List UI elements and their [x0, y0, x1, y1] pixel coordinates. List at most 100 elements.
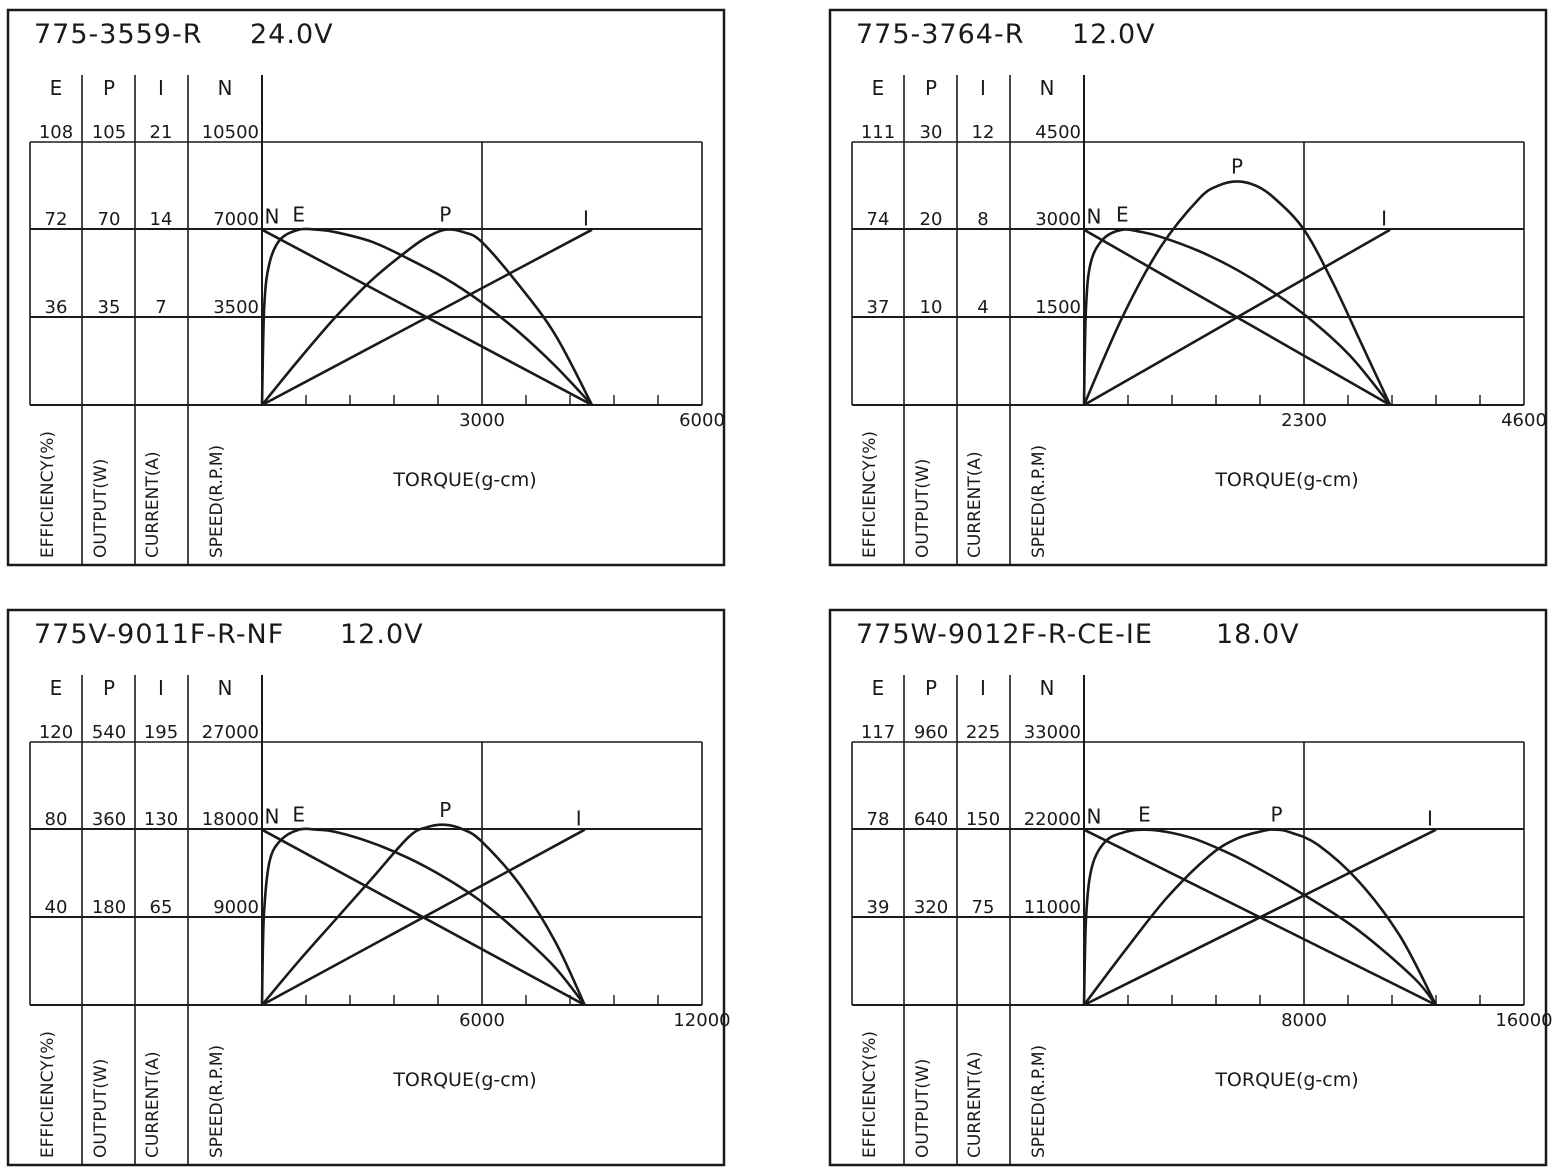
chart-voltage: 12.0V [1072, 19, 1156, 50]
column-value: 7 [155, 297, 166, 318]
column-head: P [925, 76, 937, 100]
column-head: E [50, 676, 63, 700]
series-e-label: E [1116, 203, 1129, 227]
column-unit-label: CURRENT(A) [965, 1051, 985, 1158]
column-value: 27000 [202, 722, 259, 743]
column-value: 20 [920, 209, 943, 230]
column-value: 3500 [213, 297, 259, 318]
series-i-curve [1083, 828, 1437, 1007]
x-tick-label: 6000 [679, 410, 725, 431]
column-value: 65 [150, 897, 173, 918]
column-value: 4500 [1035, 122, 1081, 143]
series-p-curve [261, 823, 586, 1006]
column-head: P [103, 76, 115, 100]
chart-voltage: 24.0V [250, 19, 334, 50]
series-n-label: N [265, 805, 280, 829]
series-n-label: N [1087, 805, 1102, 829]
series-i-curve [261, 228, 593, 407]
column-head: P [103, 676, 115, 700]
series-i-label: I [576, 807, 582, 831]
column-value: 195 [144, 722, 178, 743]
column-value: 3000 [1035, 209, 1081, 230]
motor-chart-panel: 775W-9012F-R-CE-IE 18.0V 8000 16000 TORQUE(g… [828, 608, 1553, 1167]
column-unit-label: EFFICIENCY(%) [38, 431, 58, 558]
column-head: N [218, 676, 233, 700]
series-i-curve [1083, 228, 1391, 407]
column-unit-label: CURRENT(A) [143, 1051, 163, 1158]
column-value: 1500 [1035, 297, 1081, 318]
series-e-label: E [292, 803, 305, 827]
x-axis-label: TORQUE(g-cm) [392, 469, 536, 491]
x-axis-label: TORQUE(g-cm) [1214, 1069, 1358, 1091]
series-p-label: P [439, 798, 451, 822]
column-value: 30 [920, 122, 943, 143]
column-unit-label: CURRENT(A) [965, 451, 985, 558]
column-value: 33000 [1024, 722, 1081, 743]
column-unit-label: OUTPUT(W) [91, 1059, 111, 1158]
column-value: 150 [966, 809, 1000, 830]
series-i-label: I [1427, 807, 1433, 831]
column-head: P [925, 676, 937, 700]
column-head: N [1040, 76, 1055, 100]
motor-chart-panel: 775-3559-R 24.0V 3000 6000 TORQUE(g-cm) E 108 7… [6, 8, 726, 567]
column-value: 540 [92, 722, 126, 743]
column-unit-label: SPEED(R.P.M) [1029, 1045, 1049, 1158]
series-e-label: E [292, 203, 305, 227]
column-value: 74 [867, 209, 890, 230]
column-head: I [980, 76, 986, 100]
chart-voltage: 12.0V [340, 619, 424, 650]
column-head: E [872, 76, 885, 100]
panel-frame [828, 8, 1548, 567]
column-value: 108 [39, 122, 73, 143]
column-value: 360 [92, 809, 126, 830]
column-value: 4 [977, 297, 988, 318]
panel-frame [6, 608, 726, 1167]
chart-voltage: 18.0V [1216, 619, 1300, 650]
x-tick-label: 6000 [459, 1010, 505, 1031]
series-i-label: I [1381, 207, 1387, 231]
column-value: 18000 [202, 809, 259, 830]
column-unit-label: OUTPUT(W) [913, 1059, 933, 1158]
column-value: 10 [920, 297, 943, 318]
column-value: 39 [867, 897, 890, 918]
series-e-curve [260, 227, 593, 406]
column-unit-label: EFFICIENCY(%) [38, 1031, 58, 1158]
column-head: I [158, 676, 164, 700]
column-value: 21 [150, 122, 173, 143]
column-value: 12 [972, 122, 995, 143]
series-n-label: N [1087, 205, 1102, 229]
series-p-curve [1082, 180, 1392, 406]
column-unit-label: EFFICIENCY(%) [860, 431, 880, 558]
column-value: 7000 [213, 209, 259, 230]
column-value: 320 [914, 897, 948, 918]
series-e-curve [260, 827, 586, 1006]
column-head: I [980, 676, 986, 700]
column-value: 130 [144, 809, 178, 830]
column-value: 10500 [202, 122, 259, 143]
column-unit-label: OUTPUT(W) [91, 459, 111, 558]
column-unit-label: CURRENT(A) [143, 451, 163, 558]
x-tick-label: 16000 [1495, 1010, 1552, 1031]
x-tick-label: 4600 [1501, 410, 1547, 431]
column-value: 11000 [1024, 897, 1081, 918]
column-value: 9000 [213, 897, 259, 918]
chart-title: 775V-9011F-R-NF [34, 619, 284, 650]
column-value: 72 [45, 209, 68, 230]
series-i-curve [261, 828, 586, 1007]
series-e-curve [1082, 828, 1438, 1006]
column-unit-label: EFFICIENCY(%) [860, 1031, 880, 1158]
panel-frame [828, 608, 1548, 1167]
x-axis-label: TORQUE(g-cm) [1214, 469, 1358, 491]
x-axis-label: TORQUE(g-cm) [392, 1069, 536, 1091]
column-value: 105 [92, 122, 126, 143]
series-n-label: N [265, 205, 280, 229]
column-unit-label: OUTPUT(W) [913, 459, 933, 558]
motor-chart-panel: 775V-9011F-R-NF 12.0V 6000 12000 TORQUE(g-cm… [6, 608, 731, 1167]
column-value: 8 [977, 209, 988, 230]
column-unit-label: SPEED(R.P.M) [207, 1045, 227, 1158]
series-p-label: P [439, 203, 451, 227]
column-value: 40 [45, 897, 68, 918]
series-p-label: P [1270, 803, 1282, 827]
chart-title: 775-3764-R [856, 19, 1025, 50]
column-value: 75 [972, 897, 995, 918]
